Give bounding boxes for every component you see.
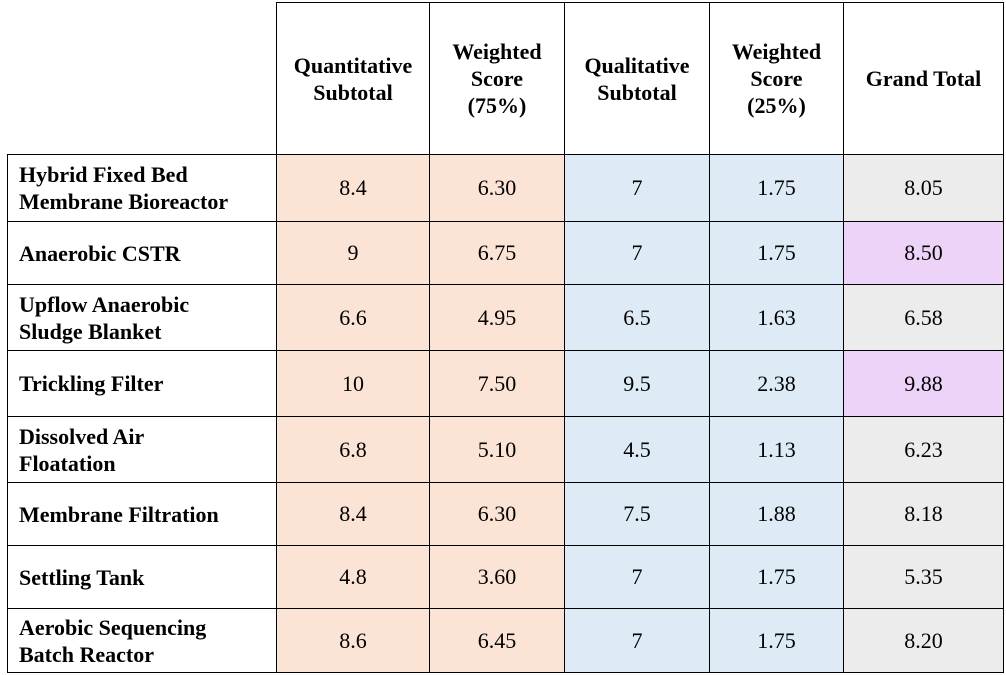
weighted-score-75-cell: 6.75 — [429, 221, 565, 285]
row-label: Hybrid Fixed Bed Membrane Bioreactor — [7, 154, 277, 222]
qualitative-subtotal-cell: 9.5 — [564, 350, 710, 417]
weighted-score-75-cell: 6.30 — [429, 482, 565, 546]
quantitative-subtotal-cell: 6.6 — [276, 284, 430, 351]
quantitative-subtotal-cell: 8.4 — [276, 482, 430, 546]
weighted-score-75-cell: 3.60 — [429, 545, 565, 609]
weighted-score-25-cell: 1.75 — [709, 608, 844, 673]
weighted-score-25-cell: 2.38 — [709, 350, 844, 417]
weighted-score-75-cell: 4.95 — [429, 284, 565, 351]
quantitative-subtotal-cell: 6.8 — [276, 416, 430, 483]
grand-total-cell: 9.88 — [843, 350, 1004, 417]
qualitative-subtotal-cell: 7 — [564, 545, 710, 609]
qualitative-subtotal-cell: 4.5 — [564, 416, 710, 483]
table-row: Anaerobic CSTR 9 6.75 7 1.75 8.50 — [7, 221, 1004, 285]
quantitative-subtotal-cell: 8.6 — [276, 608, 430, 673]
qualitative-subtotal-cell: 7 — [564, 221, 710, 285]
weighted-score-25-cell: 1.88 — [709, 482, 844, 546]
weighted-score-75-cell: 5.10 — [429, 416, 565, 483]
grand-total-cell: 8.50 — [843, 221, 1004, 285]
table-row: Aerobic Sequencing Batch Reactor 8.6 6.4… — [7, 608, 1004, 673]
row-label: Membrane Filtration — [7, 482, 277, 546]
qualitative-subtotal-cell: 6.5 — [564, 284, 710, 351]
quantitative-subtotal-cell: 8.4 — [276, 154, 430, 222]
table-row: Trickling Filter 10 7.50 9.5 2.38 9.88 — [7, 350, 1004, 417]
grand-total-cell: 8.20 — [843, 608, 1004, 673]
corner-cell — [7, 2, 277, 155]
quantitative-subtotal-cell: 10 — [276, 350, 430, 417]
table-row: Upflow Anaerobic Sludge Blanket 6.6 4.95… — [7, 284, 1004, 351]
grand-total-cell: 8.05 — [843, 154, 1004, 222]
row-label: Dissolved Air Floatation — [7, 416, 277, 483]
score-table: Quantitative Subtotal Weighted Score (75… — [7, 2, 1004, 673]
header-qualitative-subtotal: Qualitative Subtotal — [564, 2, 710, 155]
weighted-score-25-cell: 1.13 — [709, 416, 844, 483]
quantitative-subtotal-cell: 4.8 — [276, 545, 430, 609]
table-row: Hybrid Fixed Bed Membrane Bioreactor 8.4… — [7, 154, 1004, 222]
grand-total-cell: 6.58 — [843, 284, 1004, 351]
row-label: Upflow Anaerobic Sludge Blanket — [7, 284, 277, 351]
qualitative-subtotal-cell: 7 — [564, 154, 710, 222]
grand-total-cell: 5.35 — [843, 545, 1004, 609]
qualitative-subtotal-cell: 7.5 — [564, 482, 710, 546]
weighted-score-75-cell: 6.45 — [429, 608, 565, 673]
grand-total-cell: 6.23 — [843, 416, 1004, 483]
header-weighted-score-25: Weighted Score (25%) — [709, 2, 844, 155]
header-row: Quantitative Subtotal Weighted Score (75… — [7, 2, 1004, 155]
weighted-score-75-cell: 6.30 — [429, 154, 565, 222]
row-label: Anaerobic CSTR — [7, 221, 277, 285]
grand-total-cell: 8.18 — [843, 482, 1004, 546]
weighted-score-25-cell: 1.63 — [709, 284, 844, 351]
weighted-score-25-cell: 1.75 — [709, 221, 844, 285]
row-label: Settling Tank — [7, 545, 277, 609]
weighted-score-25-cell: 1.75 — [709, 545, 844, 609]
header-grand-total: Grand Total — [843, 2, 1004, 155]
quantitative-subtotal-cell: 9 — [276, 221, 430, 285]
header-weighted-score-75: Weighted Score (75%) — [429, 2, 565, 155]
table-row: Dissolved Air Floatation 6.8 5.10 4.5 1.… — [7, 416, 1004, 483]
qualitative-subtotal-cell: 7 — [564, 608, 710, 673]
weighted-score-25-cell: 1.75 — [709, 154, 844, 222]
weighted-score-75-cell: 7.50 — [429, 350, 565, 417]
table-row: Membrane Filtration 8.4 6.30 7.5 1.88 8.… — [7, 482, 1004, 546]
header-quantitative-subtotal: Quantitative Subtotal — [276, 2, 430, 155]
row-label: Trickling Filter — [7, 350, 277, 417]
row-label: Aerobic Sequencing Batch Reactor — [7, 608, 277, 673]
table-row: Settling Tank 4.8 3.60 7 1.75 5.35 — [7, 545, 1004, 609]
